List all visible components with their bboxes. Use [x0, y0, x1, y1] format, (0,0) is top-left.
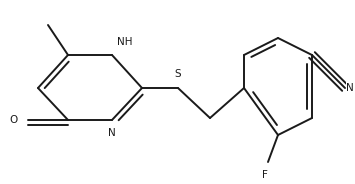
Text: S: S	[175, 69, 181, 79]
Text: N: N	[108, 128, 116, 138]
Text: N: N	[346, 83, 354, 93]
Text: O: O	[10, 115, 18, 125]
Text: NH: NH	[117, 37, 133, 47]
Text: F: F	[262, 170, 268, 180]
